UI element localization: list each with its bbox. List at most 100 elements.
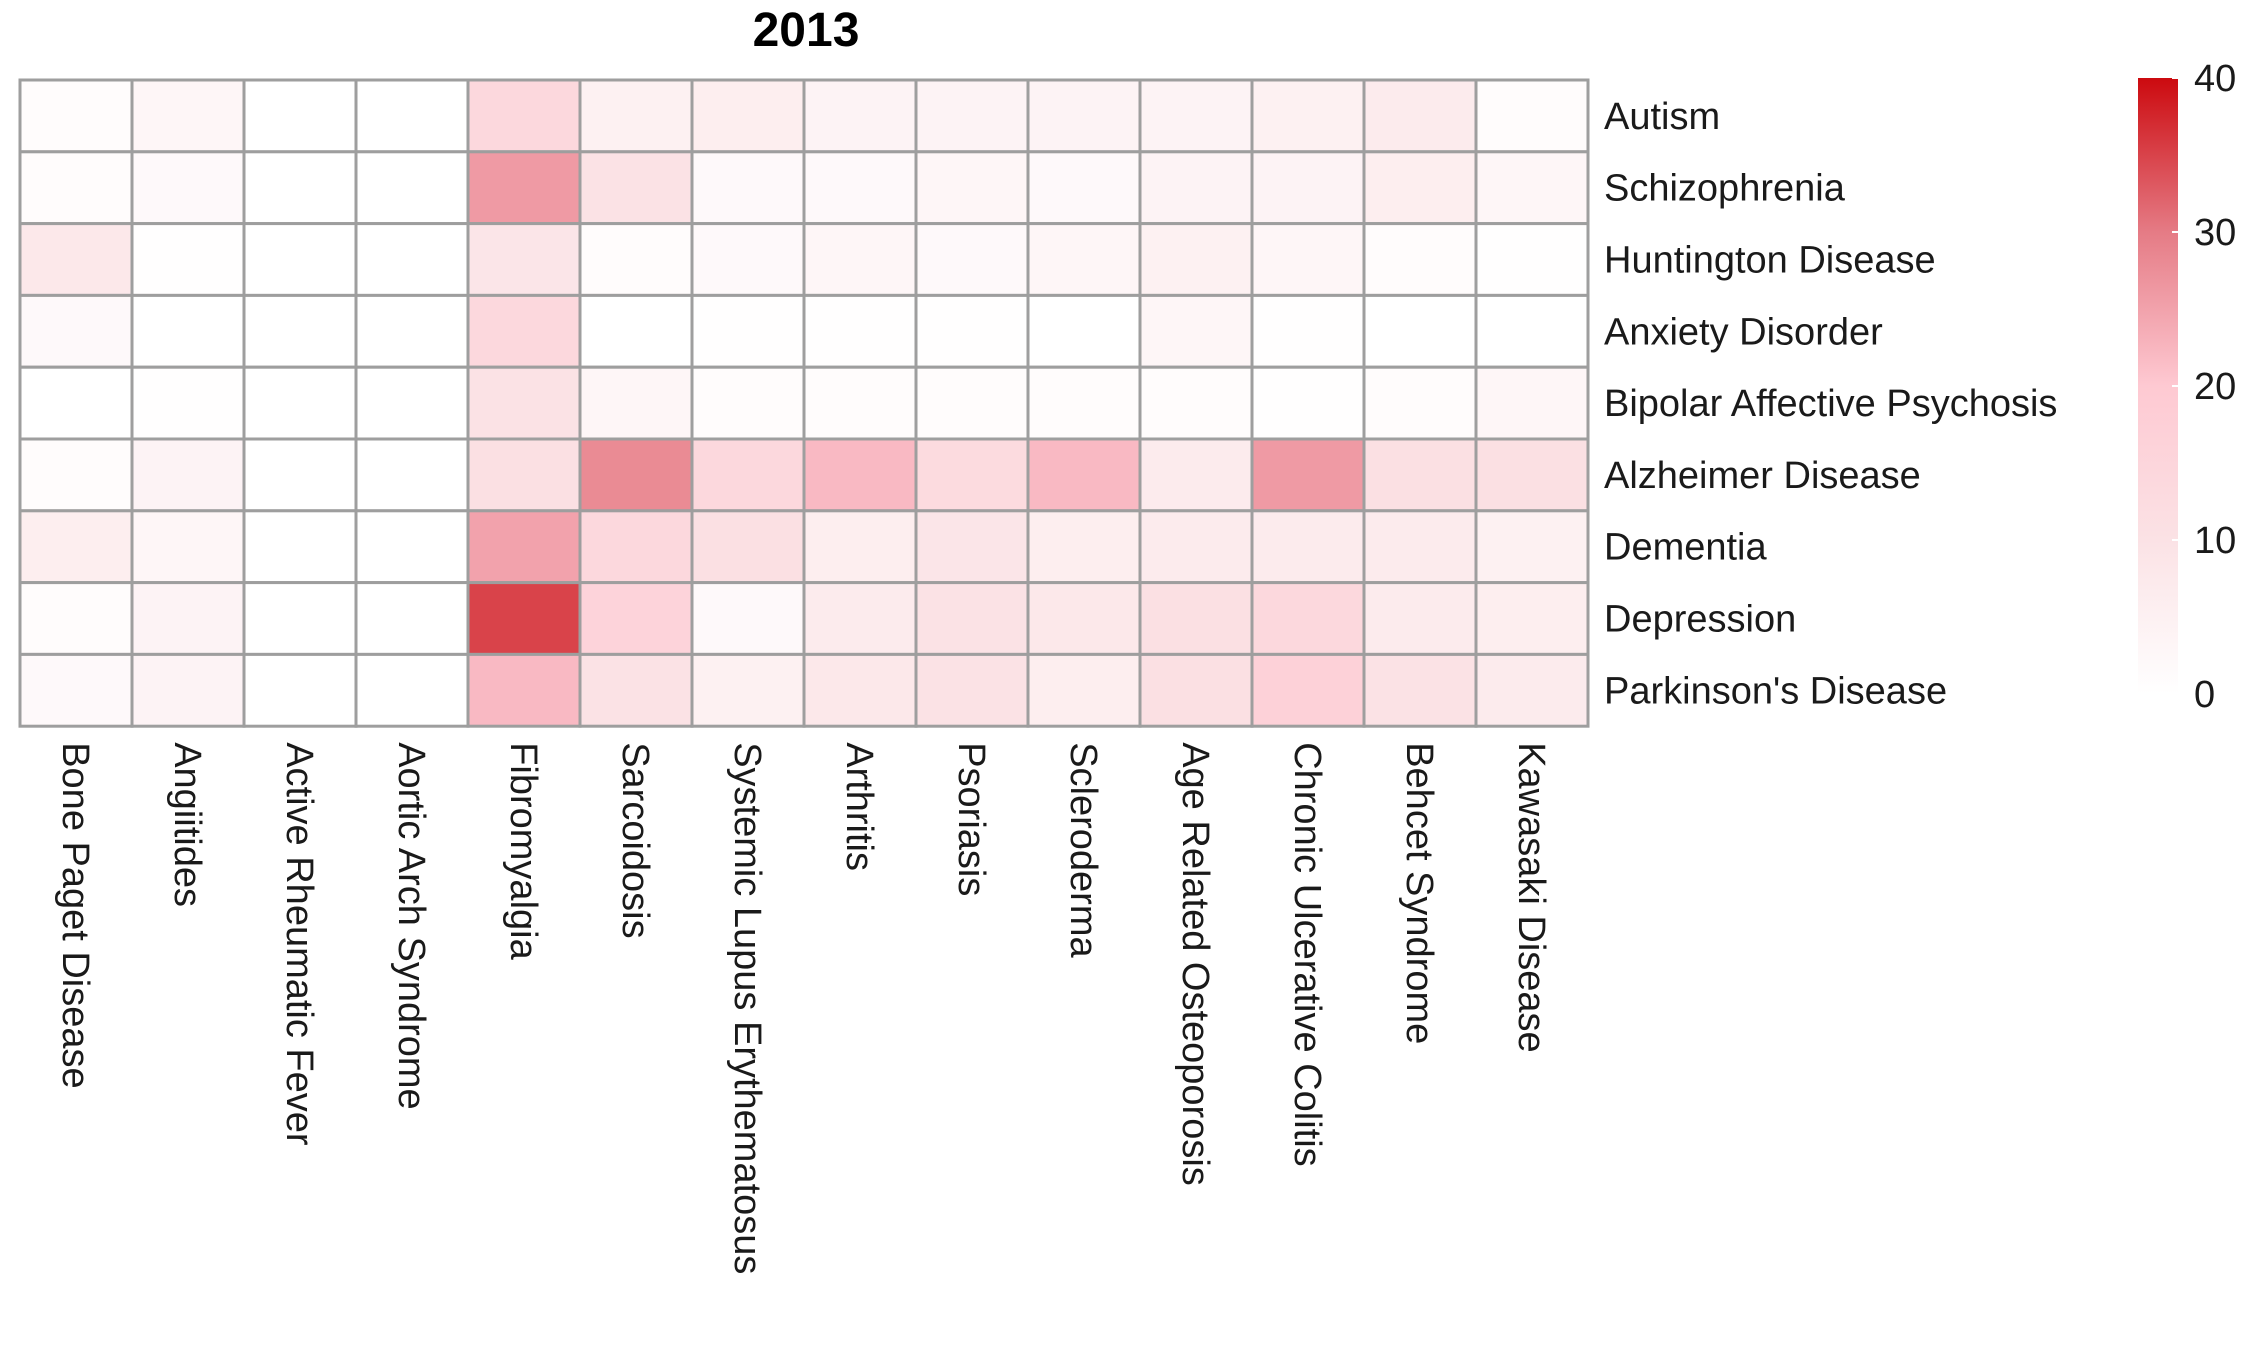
heatmap-cell-bipolar-affective-psychosis-age-related-osteoporosis [1138, 365, 1254, 441]
heatmap-cell-dementia-angiitides [130, 509, 246, 585]
colorbar-tick-label: 10 [2194, 520, 2236, 562]
heatmap-cell-autism-age-related-osteoporosis [1138, 78, 1254, 154]
heatmap-cell-huntington-disease-kawasaki-disease [1474, 222, 1590, 297]
heatmap-cell-parkinson-s-disease-active-rheumatic-fever [242, 652, 358, 728]
heatmap-cell-anxiety-disorder-aortic-arch-syndrome [354, 293, 470, 369]
heatmap-cell-autism-arthritis [802, 78, 918, 154]
heatmap-cell-autism-scleroderma [1026, 78, 1142, 154]
heatmap-cell-schizophrenia-bone-paget-disease [18, 150, 134, 226]
heatmap-cell-parkinson-s-disease-angiitides [130, 652, 246, 728]
heatmap-cell-schizophrenia-aortic-arch-syndrome [354, 150, 470, 226]
heatmap-cell-huntington-disease-sarcoidosis [578, 222, 694, 297]
heatmap-cell-anxiety-disorder-chronic-ulcerative-colitis [1250, 293, 1366, 369]
column-label-sarcoidosis: Sarcoidosis [614, 742, 656, 938]
heatmap-cell-autism-active-rheumatic-fever [242, 78, 358, 154]
heatmap-cell-anxiety-disorder-psoriasis [914, 293, 1030, 369]
heatmap-cell-dementia-behcet-syndrome [1362, 509, 1478, 585]
heatmap-cell-parkinson-s-disease-systemic-lupus-erythematosus [690, 652, 806, 728]
colorbar: 0 10 20 30 40 [2138, 58, 2236, 716]
heatmap-cell-depression-sarcoidosis [578, 581, 694, 656]
heatmap-cell-huntington-disease-age-related-osteoporosis [1138, 222, 1254, 297]
heatmap-cell-depression-kawasaki-disease [1474, 581, 1590, 656]
heatmap-cell-dementia-chronic-ulcerative-colitis [1250, 509, 1366, 585]
colorbar-gradient [2138, 78, 2178, 694]
colorbar-tick-label: 40 [2194, 58, 2236, 100]
heatmap-cell-dementia-kawasaki-disease [1474, 509, 1590, 585]
heatmap-cell-parkinson-s-disease-scleroderma [1026, 652, 1142, 728]
column-label-aortic-arch-syndrome: Aortic Arch Syndrome [390, 742, 432, 1109]
heatmap-cell-anxiety-disorder-age-related-osteoporosis [1138, 293, 1254, 369]
row-label-alzheimer-disease: Alzheimer Disease [1604, 455, 1921, 497]
heatmap-cell-schizophrenia-sarcoidosis [578, 150, 694, 226]
heatmap-cell-depression-angiitides [130, 581, 246, 656]
heatmap-cell-autism-fibromyalgia [466, 78, 582, 154]
heatmap-cell-parkinson-s-disease-fibromyalgia [466, 652, 582, 728]
heatmap-cell-huntington-disease-active-rheumatic-fever [242, 222, 358, 297]
row-label-anxiety-disorder: Anxiety Disorder [1604, 311, 1883, 353]
heatmap-cell-parkinson-s-disease-arthritis [802, 652, 918, 728]
heatmap-cell-alzheimer-disease-active-rheumatic-fever [242, 437, 358, 513]
heatmap-cell-autism-sarcoidosis [578, 78, 694, 154]
heatmap-cell-alzheimer-disease-aortic-arch-syndrome [354, 437, 470, 513]
column-label-chronic-ulcerative-colitis: Chronic Ulcerative Colitis [1286, 742, 1328, 1166]
heatmap-cell-schizophrenia-psoriasis [914, 150, 1030, 226]
row-label-schizophrenia: Schizophrenia [1604, 168, 1846, 210]
heatmap-cell-huntington-disease-angiitides [130, 222, 246, 297]
heatmap-cell-alzheimer-disease-age-related-osteoporosis [1138, 437, 1254, 513]
heatmap-cell-schizophrenia-systemic-lupus-erythematosus [690, 150, 806, 226]
heatmap-cell-schizophrenia-fibromyalgia [466, 150, 582, 226]
heatmap-cell-huntington-disease-systemic-lupus-erythematosus [690, 222, 806, 297]
heatmap-cell-alzheimer-disease-chronic-ulcerative-colitis [1250, 437, 1366, 513]
heatmap-cell-dementia-aortic-arch-syndrome [354, 509, 470, 585]
heatmap-cell-depression-psoriasis [914, 581, 1030, 656]
heatmap-cell-alzheimer-disease-angiitides [130, 437, 246, 513]
heatmap-cell-depression-behcet-syndrome [1362, 581, 1478, 656]
chart-title: 2013 [753, 4, 860, 57]
heatmap-cell-huntington-disease-arthritis [802, 222, 918, 297]
heatmap-cell-anxiety-disorder-angiitides [130, 293, 246, 369]
heatmap-cell-alzheimer-disease-kawasaki-disease [1474, 437, 1590, 513]
heatmap-cell-bipolar-affective-psychosis-psoriasis [914, 365, 1030, 441]
heatmap-cell-autism-psoriasis [914, 78, 1030, 154]
heatmap-cell-depression-arthritis [802, 581, 918, 656]
column-label-active-rheumatic-fever: Active Rheumatic Fever [278, 742, 320, 1146]
heatmap-cell-parkinson-s-disease-psoriasis [914, 652, 1030, 728]
heatmap-cell-alzheimer-disease-scleroderma [1026, 437, 1142, 513]
heatmap-cell-huntington-disease-bone-paget-disease [18, 222, 134, 297]
heatmap-cell-schizophrenia-scleroderma [1026, 150, 1142, 226]
column-labels: Bone Paget Disease Angiitides Active Rheum… [54, 742, 1552, 1274]
heatmap-cell-alzheimer-disease-systemic-lupus-erythematosus [690, 437, 806, 513]
heatmap-cell-bipolar-affective-psychosis-sarcoidosis [578, 365, 694, 441]
heatmap-cell-autism-systemic-lupus-erythematosus [690, 78, 806, 154]
heatmap-cell-anxiety-disorder-bone-paget-disease [18, 293, 134, 369]
heatmap-cell-bipolar-affective-psychosis-chronic-ulcerative-colitis [1250, 365, 1366, 441]
heatmap-cell-parkinson-s-disease-chronic-ulcerative-colitis [1250, 652, 1366, 728]
row-label-dementia: Dementia [1604, 527, 1767, 569]
heatmap-cell-dementia-sarcoidosis [578, 509, 694, 585]
heatmap-cell-schizophrenia-active-rheumatic-fever [242, 150, 358, 226]
heatmap-cell-schizophrenia-age-related-osteoporosis [1138, 150, 1254, 226]
heatmap-cell-huntington-disease-chronic-ulcerative-colitis [1250, 222, 1366, 297]
column-label-fibromyalgia: Fibromyalgia [502, 742, 544, 960]
heatmap-cell-parkinson-s-disease-age-related-osteoporosis [1138, 652, 1254, 728]
column-label-systemic-lupus-erythematosus: Systemic Lupus Erythematosus [726, 742, 768, 1274]
heatmap-cell-depression-active-rheumatic-fever [242, 581, 358, 656]
heatmap-cell-huntington-disease-psoriasis [914, 222, 1030, 297]
column-label-psoriasis: Psoriasis [950, 742, 992, 896]
heatmap-cell-autism-kawasaki-disease [1474, 78, 1590, 154]
heatmap-cell-alzheimer-disease-fibromyalgia [466, 437, 582, 513]
heatmap-cell-alzheimer-disease-sarcoidosis [578, 437, 694, 513]
heatmap-cell-autism-bone-paget-disease [18, 78, 134, 154]
heatmap-cell-alzheimer-disease-psoriasis [914, 437, 1030, 513]
row-label-parkinson-s-disease: Parkinson's Disease [1604, 670, 1947, 712]
heatmap-cell-autism-aortic-arch-syndrome [354, 78, 470, 154]
heatmap-cell-anxiety-disorder-behcet-syndrome [1362, 293, 1478, 369]
column-label-behcet-syndrome: Behcet Syndrome [1398, 742, 1440, 1044]
heatmap-cell-anxiety-disorder-active-rheumatic-fever [242, 293, 358, 369]
heatmap-cell-dementia-active-rheumatic-fever [242, 509, 358, 585]
heatmap-cells [18, 78, 1590, 728]
heatmap-cell-anxiety-disorder-arthritis [802, 293, 918, 369]
colorbar-ticks: 0 10 20 30 40 [2172, 58, 2236, 716]
heatmap-cell-dementia-psoriasis [914, 509, 1030, 585]
